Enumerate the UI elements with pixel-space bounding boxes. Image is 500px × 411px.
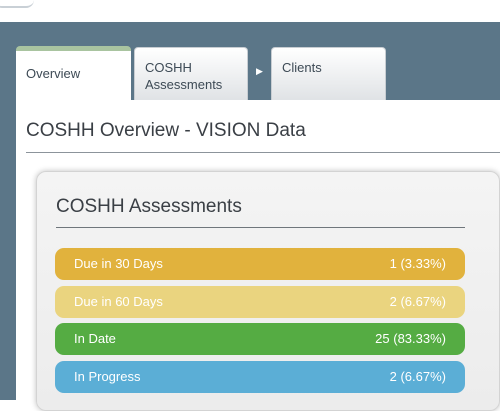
tab-clients-label: Clients xyxy=(282,60,322,75)
stat-value: 2 (6.67%) xyxy=(389,294,446,309)
top-header xyxy=(0,0,500,22)
card-divider xyxy=(56,227,465,228)
page-title: COSHH Overview - VISION Data xyxy=(26,120,306,141)
stat-value: 2 (6.67%) xyxy=(389,369,446,384)
stat-label: Due in 60 Days xyxy=(74,294,163,309)
coshh-assessments-card: COSHH Assessments Due in 30 Days 1 (3.33… xyxy=(36,171,500,411)
title-divider xyxy=(26,152,500,153)
stat-value: 1 (3.33%) xyxy=(389,256,446,271)
stat-row-in-progress[interactable]: In Progress 2 (6.67%) xyxy=(55,361,465,393)
tab-coshh-assessments[interactable]: COSHH Assessments xyxy=(134,47,248,101)
tab-coshh-label: COSHH Assessments xyxy=(145,60,223,92)
stat-label: Due in 30 Days xyxy=(74,256,163,271)
stat-row-in-date[interactable]: In Date 25 (83.33%) xyxy=(55,323,465,355)
stat-label: In Progress xyxy=(74,369,141,384)
tab-overview-label: Overview xyxy=(26,66,81,81)
stat-value: 25 (83.33%) xyxy=(375,331,446,346)
logo[interactable] xyxy=(0,0,34,8)
tab-overview[interactable]: Overview xyxy=(16,46,131,102)
caret-right-icon: ▶ xyxy=(256,66,263,76)
stat-label: In Date xyxy=(74,331,116,346)
tab-clients[interactable]: Clients xyxy=(271,47,386,101)
card-title: COSHH Assessments xyxy=(56,196,242,217)
stat-row-due-60-days[interactable]: Due in 60 Days 2 (6.67%) xyxy=(55,286,465,318)
stat-row-due-30-days[interactable]: Due in 30 Days 1 (3.33%) xyxy=(55,248,465,280)
main-content: COSHH Overview - VISION Data COSHH Asses… xyxy=(16,100,500,411)
